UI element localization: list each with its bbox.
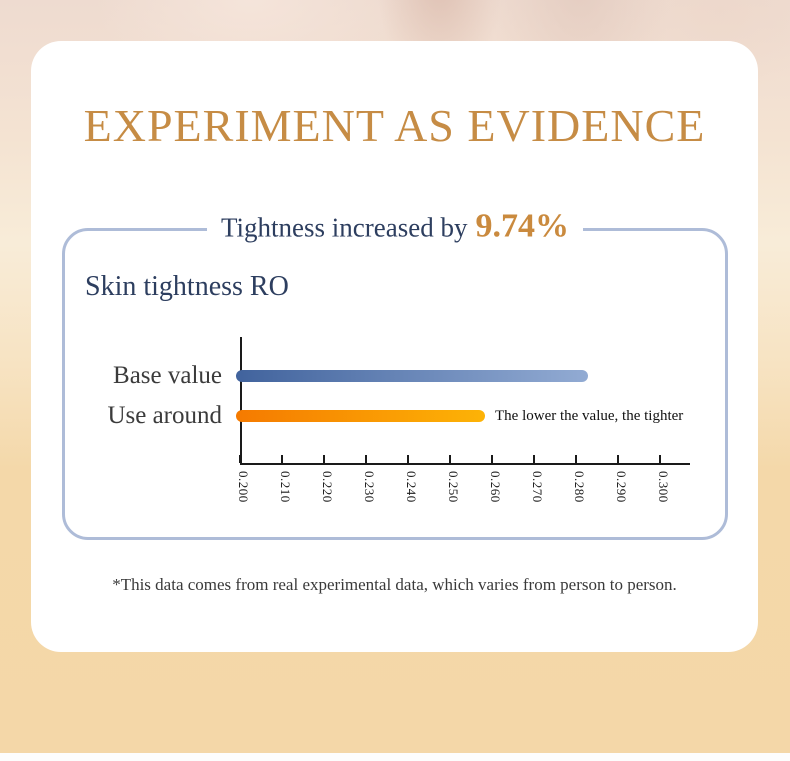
axis-tick <box>491 455 493 463</box>
axis-tick-label: 0.270 <box>530 471 545 503</box>
axis-tick-label: 0.200 <box>236 471 251 503</box>
chart-annotation: The lower the value, the tighter <box>495 408 684 424</box>
axis-tick <box>617 455 619 463</box>
axis-tick-label: 0.260 <box>488 471 503 503</box>
highlight-value: 9.74% <box>475 207 569 245</box>
axis-tick-label: 0.230 <box>362 471 377 503</box>
axis-tick-label: 0.300 <box>656 471 671 503</box>
y-axis-line <box>240 337 242 465</box>
ticks-layer: 0.200 0.210 0.220 0.230 0.240 0.250 0.260 0.270… <box>65 231 725 537</box>
axis-tick <box>407 455 409 463</box>
chart-panel: Tightness increased by 9.74% Skin tightne… <box>62 204 728 540</box>
axis-tick-label: 0.250 <box>446 471 461 503</box>
page-title: EXPERIMENT AS EVIDENCE <box>83 100 706 151</box>
axis-tick-label: 0.210 <box>278 471 293 503</box>
axis-tick-label: 0.290 <box>614 471 629 503</box>
axis-tick <box>239 455 241 463</box>
axis-tick-label: 0.220 <box>320 471 335 503</box>
axis-tick <box>323 455 325 463</box>
axis-tick <box>365 455 367 463</box>
x-axis-line <box>240 463 690 465</box>
axis-tick <box>659 455 661 463</box>
highlight-banner: Tightness increased by 9.74% <box>207 204 583 255</box>
bottom-strip <box>0 753 790 761</box>
content-card: EXPERIMENT AS EVIDENCE Tightness increas… <box>31 41 758 652</box>
bar-base-value <box>236 370 588 382</box>
bar-use-around <box>236 410 485 422</box>
bar-label-use-around: Use around <box>107 402 222 429</box>
axis-tick <box>449 455 451 463</box>
axis-tick-label: 0.280 <box>572 471 587 503</box>
axis-tick <box>575 455 577 463</box>
footnote: *This data comes from real experimental … <box>112 575 677 594</box>
highlight-text: Tightness increased by <box>221 212 468 243</box>
bar-label-base-value: Base value <box>113 362 222 389</box>
bar-chart: Base value Use around 0.200 0.210 0.220 0.23… <box>65 231 725 537</box>
axis-tick <box>281 455 283 463</box>
axis-tick <box>533 455 535 463</box>
bars-layer: Base value Use around <box>65 231 725 537</box>
chart-title: Skin tightness RO <box>85 271 289 302</box>
axis-tick-label: 0.240 <box>404 471 419 503</box>
